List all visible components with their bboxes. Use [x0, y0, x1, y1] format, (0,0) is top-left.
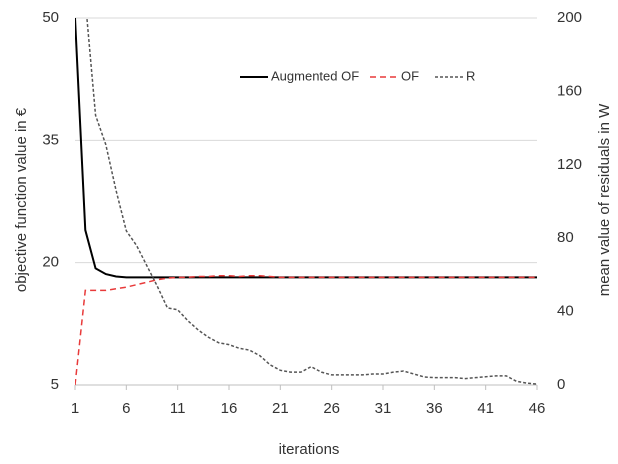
- y2-tick-label: 160: [557, 82, 582, 99]
- y2-axis-title: mean value of residuals in W: [596, 103, 613, 296]
- x-tick-label: 36: [426, 400, 443, 417]
- y-tick-label: 5: [51, 376, 59, 393]
- series-line: [86, 18, 538, 385]
- x-axis-title: iterations: [279, 441, 340, 458]
- x-tick-label: 26: [323, 400, 340, 417]
- x-tick-label: 16: [221, 400, 238, 417]
- y2-tick-label: 0: [557, 376, 565, 393]
- y2-tick-label: 120: [557, 156, 582, 173]
- y2-tick-label: 80: [557, 229, 574, 246]
- x-tick-label: 21: [272, 400, 289, 417]
- x-tick-label: 11: [170, 400, 186, 417]
- legend-label: Augmented OF: [271, 68, 359, 83]
- legend-label: R: [466, 68, 475, 83]
- x-tick-label: 41: [477, 400, 494, 417]
- y-tick-label: 50: [42, 9, 59, 26]
- y-tick-label: 20: [42, 254, 59, 271]
- legend-label: OF: [401, 68, 419, 83]
- y2-tick-label: 40: [557, 303, 574, 320]
- x-tick-label: 1: [71, 400, 79, 417]
- y2-tick-label: 200: [557, 9, 582, 26]
- x-tick-label: 46: [529, 400, 546, 417]
- y-tick-label: 35: [42, 131, 59, 148]
- series-line: [75, 18, 537, 279]
- y-axis-title: objective function value in €: [13, 107, 30, 292]
- x-tick-label: 6: [122, 400, 130, 417]
- series-line: [75, 274, 537, 385]
- x-tick-label: 31: [375, 400, 392, 417]
